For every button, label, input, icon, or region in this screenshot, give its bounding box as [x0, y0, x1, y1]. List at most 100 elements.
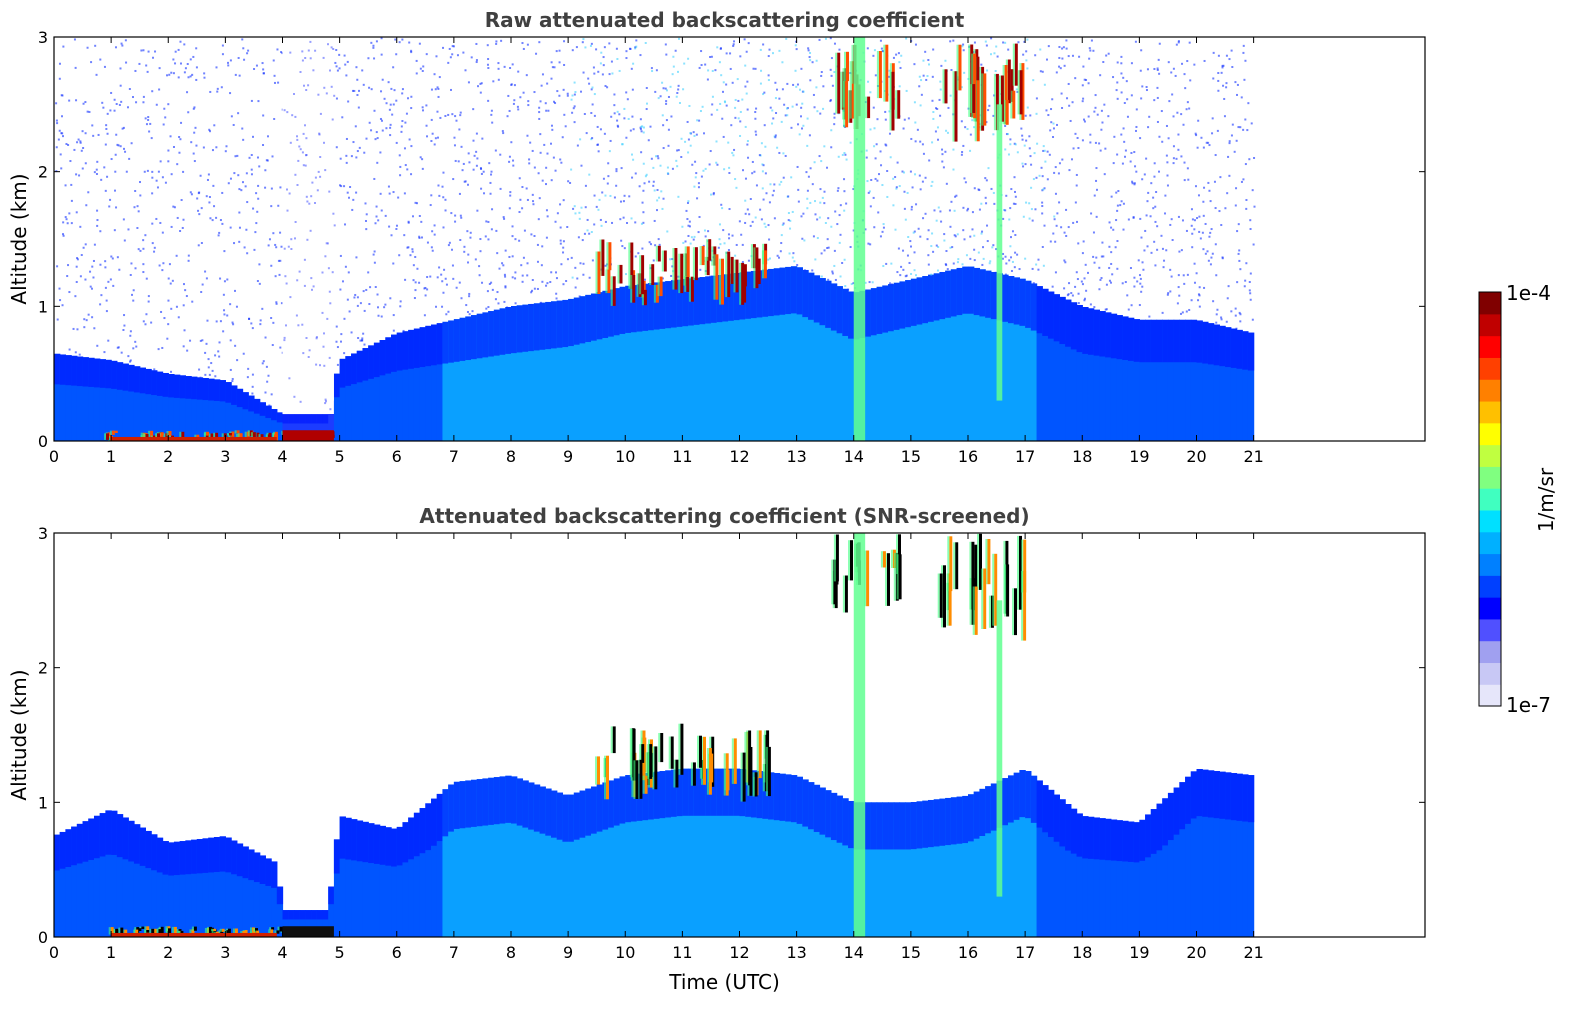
y-tick-label: 3 — [38, 524, 48, 543]
cloud-mark — [972, 84, 976, 113]
colorbar: 1e-4 1e-7 1/m/sr — [1478, 281, 1558, 717]
cloud-mark — [699, 735, 702, 768]
colorbar-segment — [1479, 640, 1501, 664]
cloud-mark — [145, 434, 149, 440]
cloud-mark — [157, 433, 160, 440]
x-tick-label: 5 — [335, 447, 345, 466]
cloud-mark — [227, 928, 231, 936]
cloud-mark — [948, 573, 952, 626]
cloud-mark — [758, 730, 762, 779]
cloud-mark — [844, 575, 848, 613]
cloud-mark — [231, 431, 235, 437]
colorbar-max-label: 1e-4 — [1506, 281, 1551, 305]
colorbar-segment — [1479, 313, 1501, 337]
cloud-mark — [1005, 99, 1009, 125]
cloud-mark — [644, 775, 648, 794]
colorbar-segment — [1479, 379, 1501, 402]
y-tick-label: 1 — [38, 793, 48, 812]
colorbar-segment — [1479, 357, 1501, 380]
cloud-mark — [208, 926, 212, 935]
cloud-mark — [974, 586, 978, 635]
cloud-mark — [955, 542, 959, 590]
colorbar-segment — [1479, 488, 1501, 511]
x-tick-label: 4 — [277, 943, 287, 962]
cloud-mark — [1014, 588, 1017, 636]
x-tick-label: 3 — [220, 943, 230, 962]
cloud-mark — [835, 534, 839, 582]
cloud-mark — [850, 540, 853, 581]
cloud-mark — [743, 264, 747, 287]
cloud-mark — [748, 730, 752, 786]
x-tick-label: 4 — [277, 447, 287, 466]
cloud-mark — [226, 930, 230, 935]
cloud-mark — [939, 573, 943, 618]
cloud-mark — [271, 927, 275, 930]
x-tick-label: 21 — [1243, 943, 1263, 962]
x-tick-label: 11 — [672, 447, 692, 466]
cloud-mark — [168, 928, 171, 934]
cloud-mark — [153, 928, 157, 936]
x-tick-label: 10 — [615, 943, 635, 962]
x-tick-label: 6 — [392, 943, 402, 962]
cloud-mark — [255, 928, 258, 933]
cloud-mark — [274, 431, 278, 435]
cloud-mark — [657, 245, 661, 262]
cloud-mark — [725, 753, 729, 796]
cloud-mark — [755, 247, 759, 289]
cloud-mark — [954, 71, 958, 142]
cloud-mark — [979, 533, 982, 590]
y-tick-label: 0 — [38, 432, 48, 451]
cloud-mark — [708, 239, 712, 261]
cloud-mark — [853, 37, 866, 441]
x-tick-label: 20 — [1186, 943, 1206, 962]
y-tick-label: 1 — [38, 297, 48, 316]
cloud-mark — [853, 533, 866, 937]
x-tick-label: 18 — [1072, 943, 1092, 962]
x-tick-label: 3 — [220, 447, 230, 466]
x-tick-label: 12 — [729, 943, 749, 962]
y-tick-label: 2 — [38, 659, 48, 678]
cloud-mark — [974, 544, 978, 611]
cloud-mark — [943, 565, 946, 628]
cloud-mark — [601, 239, 605, 276]
cloud-mark — [701, 246, 705, 266]
cloud-mark — [1023, 571, 1027, 641]
colorbar-segment — [1479, 444, 1501, 467]
cloud-mark — [643, 289, 647, 306]
cloud-mark — [846, 51, 849, 82]
cloud-mark — [721, 258, 724, 305]
cloud-mark — [866, 550, 870, 607]
cloud-mark — [165, 433, 169, 440]
cloud-mark — [115, 928, 119, 936]
colorbar-segment — [1479, 531, 1501, 555]
cloud-mark — [635, 760, 639, 799]
x-tick-label: 14 — [844, 943, 864, 962]
cloud-mark — [733, 738, 737, 784]
colorbar-segment — [1479, 597, 1501, 620]
cloud-mark — [674, 248, 678, 290]
cloud-mark — [228, 433, 232, 436]
y-axis-label: Altitude (km) — [7, 173, 31, 304]
colorbar-segment — [1479, 618, 1501, 642]
cloud-mark — [885, 44, 889, 102]
cloud-mark — [851, 61, 855, 119]
x-tick-label: 8 — [506, 447, 516, 466]
cloud-mark — [996, 104, 1003, 401]
cloud-mark — [1007, 59, 1011, 104]
cloud-mark — [686, 246, 690, 277]
x-tick-label: 0 — [49, 943, 59, 962]
cloud-mark — [887, 553, 890, 606]
cloud-mark — [160, 926, 164, 933]
cloud-mark — [680, 723, 684, 775]
x-tick-label: 10 — [615, 447, 635, 466]
x-tick-label: 9 — [563, 447, 573, 466]
cloud-mark — [630, 242, 634, 289]
x-tick-label: 13 — [786, 943, 806, 962]
cloud-mark — [741, 262, 745, 305]
x-tick-label: 11 — [672, 943, 692, 962]
cloud-mark — [958, 44, 962, 91]
cloud-mark — [686, 276, 690, 292]
cloud-mark — [124, 929, 128, 934]
cloud-mark — [274, 433, 277, 439]
cloud-mark — [639, 759, 643, 799]
